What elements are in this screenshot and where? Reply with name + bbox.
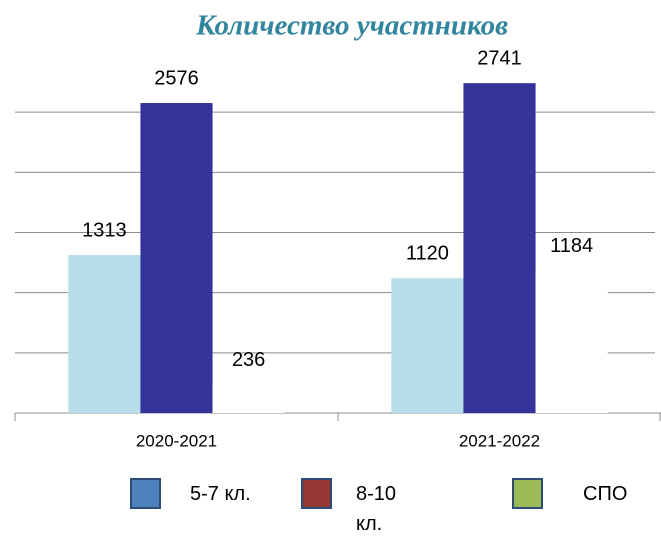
bar [140, 103, 213, 413]
data-label: 1184 [550, 235, 593, 257]
data-label: 236 [232, 349, 265, 371]
data-label: 2576 [154, 67, 199, 89]
bar [212, 384, 285, 413]
legend-swatch [512, 478, 543, 509]
bar [535, 270, 608, 413]
legend-label: СПО [583, 483, 628, 505]
x-tick-label: 2021-2022 [459, 431, 540, 450]
legend-label: 8-10 кл. [356, 483, 397, 535]
chart-title: Количество участников [195, 10, 508, 42]
data-label: 2741 [477, 47, 522, 69]
bar [68, 255, 141, 413]
bar [391, 278, 464, 413]
x-tick-label: 2020-2021 [136, 431, 217, 450]
legend-swatch [301, 478, 332, 509]
data-label: 1313 [82, 219, 127, 241]
legend-label: 5-7 кл. [190, 483, 251, 505]
bar [463, 83, 536, 414]
legend-swatch [130, 478, 161, 509]
data-label: 1120 [406, 243, 449, 265]
